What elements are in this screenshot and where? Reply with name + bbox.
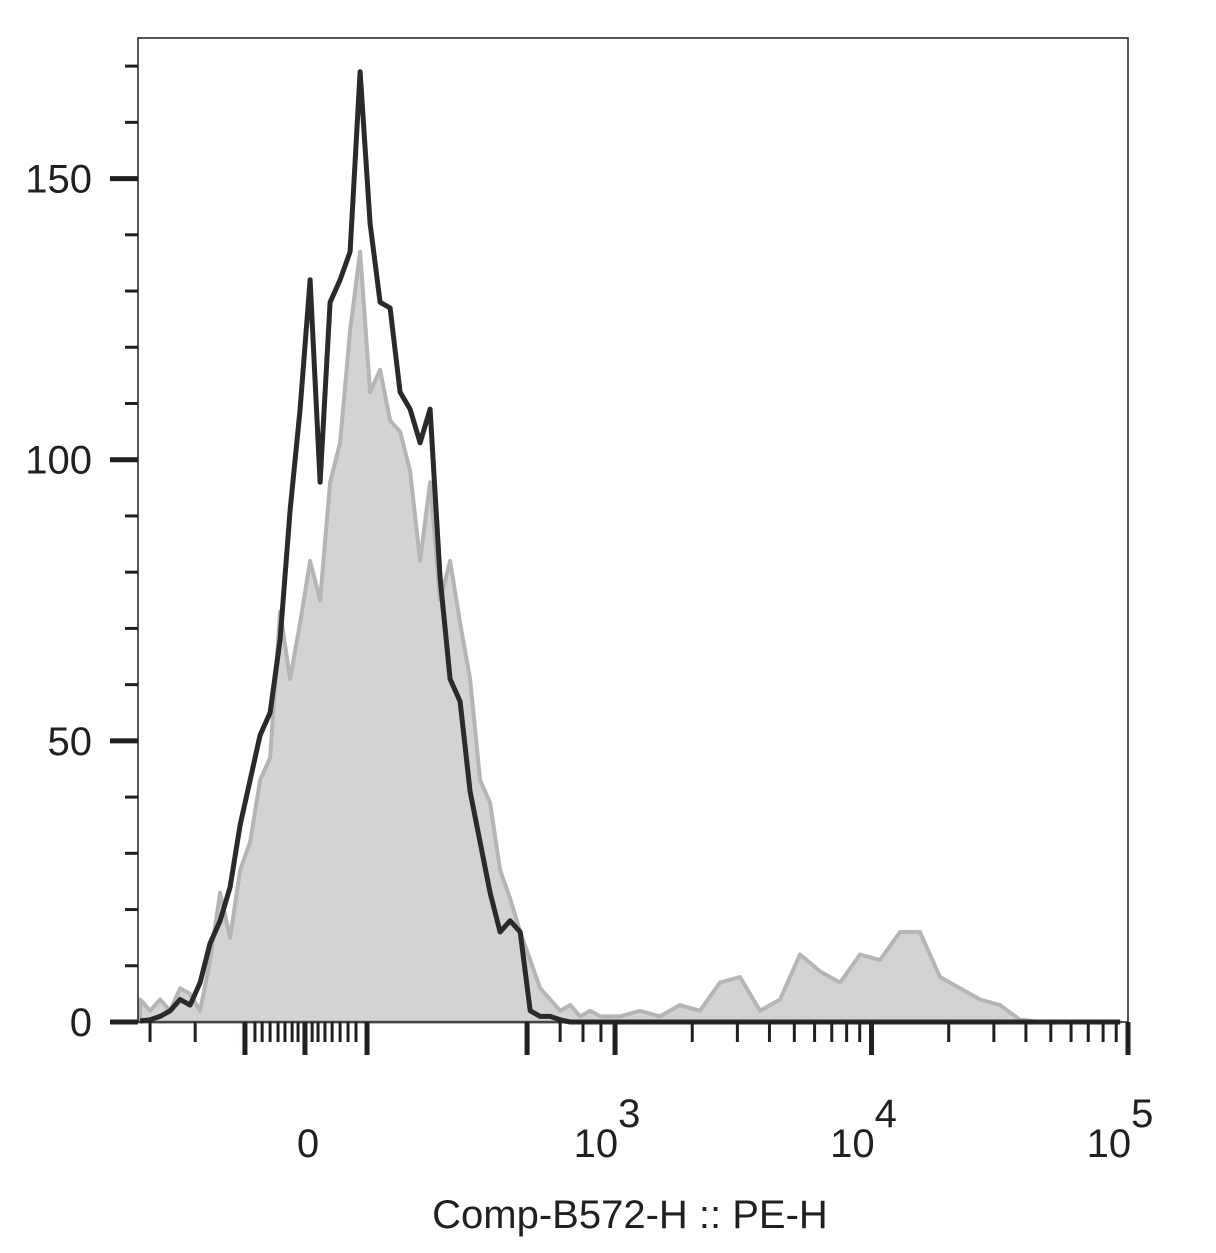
x-tick-label: 105 [1087,1092,1154,1166]
y-tick-label: 50 [48,720,93,764]
x-tick-label: 0 [297,1122,319,1166]
y-tick-label: 0 [70,1001,92,1045]
histogram-area [138,249,1122,1024]
y-tick-label: 100 [25,439,92,483]
x-tick-exponent: 3 [618,1092,640,1136]
x-tick-exponent: 5 [1131,1092,1153,1136]
y-tick-label: 150 [25,158,92,202]
x-tick-label: 104 [830,1092,897,1166]
x-tick-label: 103 [574,1092,641,1166]
x-tick-base: 0 [297,1122,319,1166]
plot-frame [137,37,1129,1023]
x-tick-base: 10 [574,1122,619,1166]
x-axis-label: Comp-B572-H :: PE-H [432,1193,828,1237]
x-tick-exponent: 4 [875,1092,897,1136]
x-tick-base: 10 [1087,1122,1132,1166]
x-tick-base: 10 [830,1122,875,1166]
